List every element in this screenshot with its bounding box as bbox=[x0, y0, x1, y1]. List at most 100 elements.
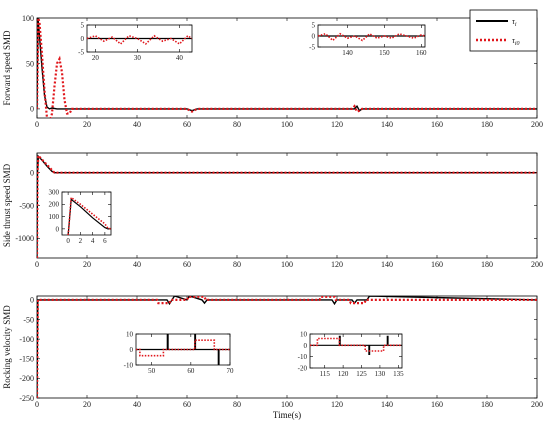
panel-1-series-ti bbox=[37, 18, 537, 112]
panel-1-inset-1-xtick-label: 40 bbox=[176, 54, 184, 62]
legend-label-ti0: τi0 bbox=[512, 36, 520, 47]
panel-1-xtick-label: 20 bbox=[83, 120, 91, 129]
panel-3-inset-1-ytick-label: 0 bbox=[130, 346, 134, 354]
panel-1-inset-2-xtick-label: 140 bbox=[342, 49, 353, 57]
panel-3-inset-1: 50 60 70 -10 0 10 bbox=[124, 330, 234, 375]
panel-2-inset-1-ytick-label: 200 bbox=[49, 201, 60, 209]
panel-1-inset-2-ytick-label: 5 bbox=[312, 21, 316, 29]
panel-1-xtick-label: 100 bbox=[281, 120, 293, 129]
panel-2-xtick-label: 160 bbox=[431, 260, 443, 269]
panel-3-ytick-label: -150 bbox=[19, 355, 34, 364]
panel-3-inset-1-xtick-label: 60 bbox=[187, 367, 195, 375]
panel-3-ytick-label: 0 bbox=[30, 296, 34, 305]
panel-1: 0 20 40 60 80 100 120 140 160 180 200050100Forward… bbox=[2, 14, 543, 129]
panel-1-xtick-label: 140 bbox=[381, 120, 393, 129]
panel-2-series-ti0 bbox=[37, 153, 537, 258]
panel-1-inset-2-series-ti0 bbox=[318, 32, 425, 42]
panel-3-ytick-label: -100 bbox=[19, 335, 34, 344]
panel-1-xtick-label: 0 bbox=[35, 120, 39, 129]
panel-2-ytick-label: 0 bbox=[30, 168, 34, 177]
panel-3-inset-1-ytick-label: 10 bbox=[126, 330, 134, 338]
panel-2-xtick-label: 100 bbox=[281, 260, 293, 269]
panel-1-inset-1-series-ti0 bbox=[87, 34, 192, 45]
panel-2-inset-1-series-ti0 bbox=[67, 196, 111, 235]
panel-2-frame bbox=[36, 152, 538, 259]
panel-1-ytick-label: 50 bbox=[26, 59, 34, 68]
panel-2-ylabel: Side thrust speed SMD bbox=[2, 163, 12, 247]
panel-2-inset-1-ytick-label: 0 bbox=[56, 225, 60, 233]
panel-3-inset-2-ytick-label: 10 bbox=[300, 330, 308, 338]
panel-3-xtick-label: 100 bbox=[281, 400, 293, 409]
panel-3-inset-2-ytick-label: -20 bbox=[298, 364, 308, 372]
panel-2-xtick-label: 140 bbox=[381, 260, 393, 269]
panel-1-inset-2-ytick-label: 0 bbox=[312, 32, 316, 40]
panel-2-xtick-label: 0 bbox=[35, 260, 39, 269]
panel-3-xtick-label: 40 bbox=[133, 400, 141, 409]
panel-2-inset-1-xtick-label: 2 bbox=[79, 237, 83, 245]
panel-1-xtick-label: 60 bbox=[183, 120, 191, 129]
panel-3: 0 20 40 60 80 100 120 140 160 180 200-250-200-150-… bbox=[2, 295, 543, 420]
panel-1-inset-1-xtick-label: 20 bbox=[92, 54, 100, 62]
panel-2-xtick-label: 40 bbox=[133, 260, 141, 269]
legend-box bbox=[469, 9, 538, 52]
panel-2-xtick-label: 200 bbox=[531, 260, 543, 269]
panel-3-inset-2-ytick-label: 0 bbox=[304, 342, 308, 350]
panel-3-inset-1-series-ti0 bbox=[136, 339, 230, 357]
panel-1-inset-1: 20 30 40 -5 0 5 bbox=[78, 21, 193, 62]
panel-2-xtick-label: 60 bbox=[183, 260, 191, 269]
panel-3-inset-2: 115 120 125 130 135 -20 -10 0 10 bbox=[298, 330, 404, 378]
panel-1-inset-2-ytick-label: -5 bbox=[309, 43, 315, 51]
panel-3-ylabel: Rocking velocity SMD bbox=[2, 305, 12, 389]
panel-3-inset-2-xtick-label: 130 bbox=[375, 370, 386, 378]
panel-3-xtick-label: 60 bbox=[183, 400, 191, 409]
panel-1-ytick-label: 0 bbox=[30, 105, 34, 114]
legend: τi τi0 bbox=[469, 9, 538, 52]
panel-3-inset-2-xtick-label: 115 bbox=[320, 370, 331, 378]
panel-1-xtick-label: 180 bbox=[481, 120, 493, 129]
panel-2-ytick-label: -500 bbox=[19, 201, 34, 210]
panel-1-xtick-label: 80 bbox=[233, 120, 241, 129]
panel-3-inset-2-xtick-label: 135 bbox=[393, 370, 404, 378]
panel-3-ytick-label: -50 bbox=[23, 315, 34, 324]
panel-1-inset-2: 140 150 160 -5 0 5 bbox=[309, 21, 427, 57]
panel-3-ytick-label: -200 bbox=[19, 374, 34, 383]
panel-1-inset-1-ytick-label: -5 bbox=[78, 48, 84, 56]
panel-1-xtick-label: 200 bbox=[531, 120, 543, 129]
panel-2-inset-1-ytick-label: 300 bbox=[49, 188, 60, 196]
panel-3-inset-2-xtick-label: 120 bbox=[338, 370, 349, 378]
panel-1-inset-1-xtick-label: 30 bbox=[134, 54, 142, 62]
panel-3-inset-1-ytick-label: -10 bbox=[124, 361, 134, 369]
panel-2-inset-1-xtick-label: 0 bbox=[66, 237, 70, 245]
panel-2-inset-1-xtick-label: 6 bbox=[103, 237, 107, 245]
panel-2-xtick-label: 180 bbox=[481, 260, 493, 269]
panel-1-inset-2-xtick-label: 150 bbox=[379, 49, 390, 57]
panel-3-xtick-label: 160 bbox=[431, 400, 443, 409]
panel-3-xtick-label: 200 bbox=[531, 400, 543, 409]
panel-3-inset-1-xtick-label: 50 bbox=[148, 367, 156, 375]
panel-3-inset-2-series-ti bbox=[310, 335, 402, 355]
panel-3-inset-1-xtick-label: 70 bbox=[227, 367, 235, 375]
panel-3-xtick-label: 0 bbox=[35, 400, 39, 409]
panel-1-inset-1-ytick-label: 5 bbox=[81, 21, 85, 29]
panel-2-inset-1-series-ti bbox=[67, 198, 111, 235]
panel-2-xtick-label: 80 bbox=[233, 260, 241, 269]
panel-3-series-ti0 bbox=[37, 296, 537, 398]
panel-1-xtick-label: 160 bbox=[431, 120, 443, 129]
panel-3-inset-2-ytick-label: -10 bbox=[298, 353, 308, 361]
panel-2: 0 20 40 60 80 100 120 140 160 180 200-1000-5000Sid… bbox=[2, 152, 543, 269]
panel-3-xtick-label: 140 bbox=[381, 400, 393, 409]
panel-1-inset-1-ytick-label: 0 bbox=[81, 35, 85, 43]
panel-2-xtick-label: 20 bbox=[83, 260, 91, 269]
panel-2-inset-1-ytick-label: 100 bbox=[49, 213, 60, 221]
panel-1-ylabel: Forward speed SMD bbox=[2, 30, 12, 105]
panel-3-xtick-label: 120 bbox=[331, 400, 343, 409]
panel-3-xtick-label: 80 bbox=[233, 400, 241, 409]
panel-3-xlabel: Time(s) bbox=[273, 410, 301, 420]
panel-3-xtick-label: 20 bbox=[83, 400, 91, 409]
panel-2-inset-1: 0 2 4 6 0 100 200 300 bbox=[49, 188, 112, 245]
panel-3-xtick-label: 180 bbox=[481, 400, 493, 409]
panel-1-inset-2-xtick-label: 160 bbox=[416, 49, 427, 57]
panel-1-xtick-label: 120 bbox=[331, 120, 343, 129]
panel-2-inset-1-xtick-label: 4 bbox=[91, 237, 95, 245]
